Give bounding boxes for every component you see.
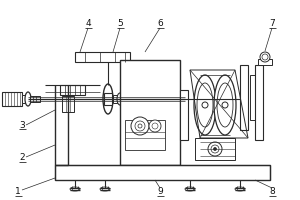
Bar xyxy=(55,165,270,180)
Ellipse shape xyxy=(100,187,110,191)
Ellipse shape xyxy=(260,52,270,62)
Bar xyxy=(250,75,256,120)
Bar xyxy=(62,96,74,112)
Bar xyxy=(22,95,28,103)
Bar xyxy=(75,52,130,62)
Ellipse shape xyxy=(202,102,208,108)
Text: 5: 5 xyxy=(117,20,123,28)
Ellipse shape xyxy=(214,148,217,150)
Bar xyxy=(104,93,112,105)
Text: 3: 3 xyxy=(19,120,25,130)
Ellipse shape xyxy=(70,187,80,191)
Bar xyxy=(255,65,263,140)
Ellipse shape xyxy=(197,83,213,127)
Bar xyxy=(125,120,165,150)
Bar xyxy=(30,96,40,102)
Text: 2: 2 xyxy=(19,154,25,162)
Ellipse shape xyxy=(185,187,195,191)
Ellipse shape xyxy=(194,75,216,135)
Ellipse shape xyxy=(149,120,161,132)
Ellipse shape xyxy=(152,123,158,129)
Ellipse shape xyxy=(117,93,123,105)
Bar xyxy=(2,92,22,106)
Ellipse shape xyxy=(131,117,149,135)
Ellipse shape xyxy=(25,92,31,106)
Ellipse shape xyxy=(262,54,268,60)
Bar xyxy=(258,59,272,65)
Text: 9: 9 xyxy=(157,188,163,196)
Ellipse shape xyxy=(222,102,228,108)
Ellipse shape xyxy=(103,84,113,114)
Ellipse shape xyxy=(214,75,236,135)
Bar xyxy=(60,85,85,95)
Ellipse shape xyxy=(138,124,142,128)
Ellipse shape xyxy=(217,83,233,127)
Text: 6: 6 xyxy=(157,20,163,28)
Text: 8: 8 xyxy=(269,188,275,196)
Ellipse shape xyxy=(135,121,145,131)
Text: 7: 7 xyxy=(269,20,275,28)
Text: 1: 1 xyxy=(15,188,21,196)
Text: 4: 4 xyxy=(85,20,91,28)
Bar xyxy=(180,90,188,140)
Ellipse shape xyxy=(208,142,222,156)
Bar xyxy=(113,95,119,103)
Bar xyxy=(195,138,235,160)
Bar xyxy=(120,60,180,165)
Ellipse shape xyxy=(235,187,245,191)
Ellipse shape xyxy=(211,145,219,153)
Bar xyxy=(240,65,248,130)
